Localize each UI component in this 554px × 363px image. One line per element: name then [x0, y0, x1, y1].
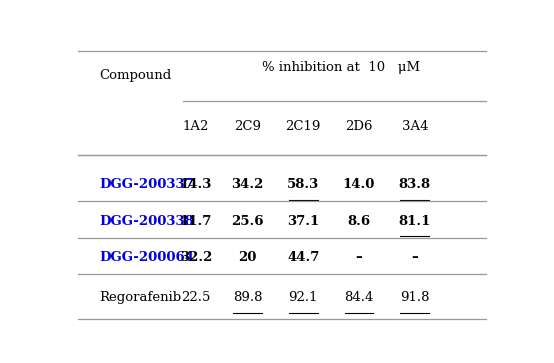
Text: 25.6: 25.6 — [231, 215, 264, 228]
Text: 1A2: 1A2 — [183, 119, 209, 132]
Text: DGG-200337: DGG-200337 — [99, 178, 194, 191]
Text: –: – — [356, 251, 362, 264]
Text: 11.7: 11.7 — [179, 215, 212, 228]
Text: DGG-200338: DGG-200338 — [99, 215, 194, 228]
Text: 81.1: 81.1 — [399, 215, 431, 228]
Text: 84.4: 84.4 — [345, 291, 374, 305]
Text: 14.3: 14.3 — [179, 178, 212, 191]
Text: 32.2: 32.2 — [179, 251, 212, 264]
Text: 20: 20 — [238, 251, 257, 264]
Text: 58.3: 58.3 — [287, 178, 319, 191]
Text: DGG-200064: DGG-200064 — [99, 251, 194, 264]
Text: % inhibition at  10   μM: % inhibition at 10 μM — [261, 61, 420, 74]
Text: 89.8: 89.8 — [233, 291, 262, 305]
Text: 44.7: 44.7 — [287, 251, 320, 264]
Text: –: – — [412, 251, 418, 264]
Text: 2C19: 2C19 — [285, 119, 321, 132]
Text: 14.0: 14.0 — [343, 178, 375, 191]
Text: 3A4: 3A4 — [402, 119, 428, 132]
Text: 37.1: 37.1 — [287, 215, 319, 228]
Text: 83.8: 83.8 — [399, 178, 431, 191]
Text: 92.1: 92.1 — [289, 291, 318, 305]
Text: Regorafenib: Regorafenib — [99, 291, 181, 305]
Text: 2D6: 2D6 — [345, 119, 373, 132]
Text: 22.5: 22.5 — [181, 291, 211, 305]
Text: 34.2: 34.2 — [231, 178, 264, 191]
Text: 2C9: 2C9 — [234, 119, 261, 132]
Text: Compound: Compound — [99, 69, 172, 82]
Text: 8.6: 8.6 — [347, 215, 371, 228]
Text: 91.8: 91.8 — [400, 291, 429, 305]
